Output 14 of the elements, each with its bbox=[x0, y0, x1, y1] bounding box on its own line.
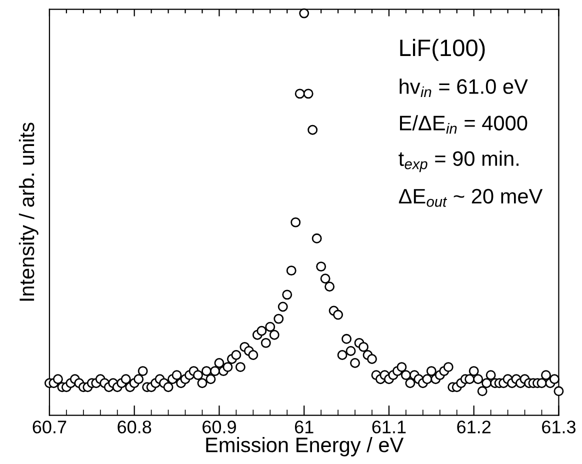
x-tick-label: 60.7 bbox=[32, 420, 66, 434]
x-axis-title: Emission Energy / eV bbox=[206, 436, 404, 456]
x-tick-label: 60.8 bbox=[118, 420, 152, 434]
annotation: hv$_{in}$ = 61.0 eV bbox=[400, 78, 528, 98]
y-axis-title: Intensity / arb. units bbox=[18, 122, 38, 301]
x-tick-label: 61.3 bbox=[542, 420, 576, 434]
x-tick-label: 61 bbox=[294, 420, 314, 434]
annotation: LiF(100) bbox=[400, 38, 485, 61]
x-tick-label: 61.1 bbox=[372, 420, 406, 434]
x-tick-label: 61.2 bbox=[457, 420, 491, 434]
x-tick-label: 60.9 bbox=[202, 420, 236, 434]
annotation: t$_{exp}$ = 90 min. bbox=[398, 150, 519, 172]
annotation: E/ΔE$_{in}$ = 4000 bbox=[400, 115, 528, 134]
annotation: ΔE$_{out}$ ~ 20 meV bbox=[398, 188, 543, 207]
